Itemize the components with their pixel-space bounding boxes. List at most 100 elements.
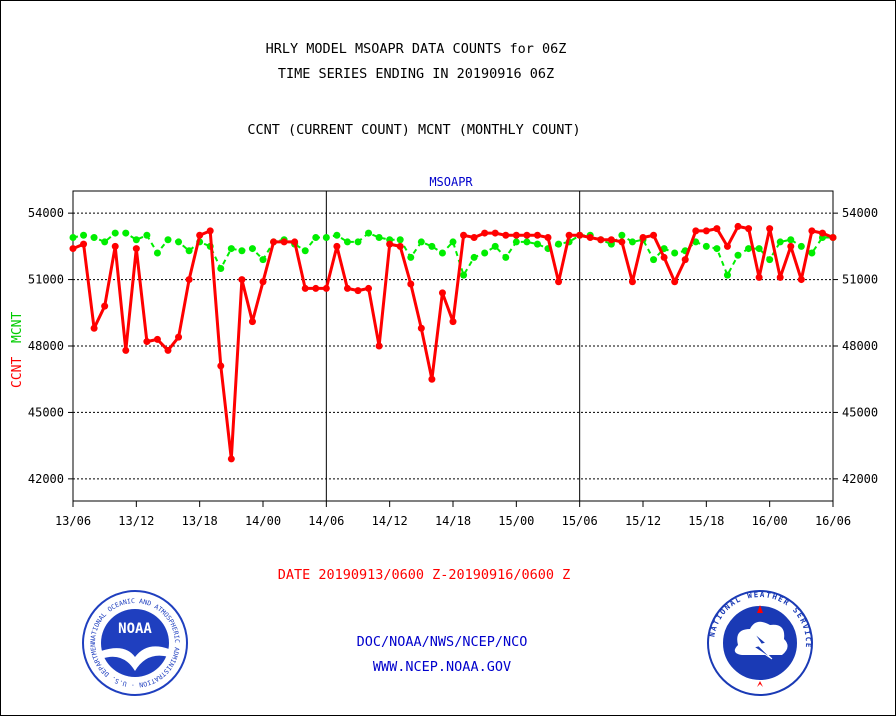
point-mcnt <box>555 240 563 248</box>
point-mcnt <box>301 247 309 255</box>
point-ccnt <box>470 234 478 241</box>
point-mcnt <box>449 238 457 246</box>
point-ccnt <box>586 234 594 241</box>
y-tick-label-left: 42000 <box>28 472 64 486</box>
point-mcnt <box>365 229 373 237</box>
point-ccnt <box>227 455 235 463</box>
point-mcnt <box>69 234 77 241</box>
point-ccnt <box>681 256 689 264</box>
point-mcnt <box>101 238 109 246</box>
point-mcnt <box>776 238 784 246</box>
point-ccnt <box>745 225 753 233</box>
point-ccnt <box>407 280 415 288</box>
point-ccnt <box>544 234 552 241</box>
point-ccnt <box>723 242 731 250</box>
x-tick-label: 16/06 <box>815 514 851 528</box>
point-ccnt <box>766 225 774 233</box>
y-tick-label-right: 45000 <box>842 405 878 419</box>
point-mcnt <box>618 231 626 239</box>
point-ccnt <box>639 234 647 241</box>
point-mcnt <box>502 253 510 261</box>
y-tick-label-left: 45000 <box>28 405 64 419</box>
point-mcnt <box>671 249 679 257</box>
point-ccnt <box>164 346 172 354</box>
point-ccnt <box>576 231 584 239</box>
url-link[interactable]: WWW.NCEP.NOAA.GOV <box>373 659 511 675</box>
x-tick-label: 15/00 <box>498 514 534 528</box>
point-mcnt <box>322 234 330 241</box>
point-mcnt <box>227 245 235 253</box>
y-tick-label-left: 54000 <box>28 206 64 220</box>
point-mcnt <box>438 249 446 257</box>
point-mcnt <box>723 271 731 279</box>
point-ccnt <box>533 231 541 239</box>
x-tick-label: 14/06 <box>308 514 344 528</box>
point-ccnt <box>396 242 404 250</box>
point-mcnt <box>343 238 351 246</box>
point-ccnt <box>438 289 446 297</box>
point-ccnt <box>143 338 151 346</box>
point-ccnt <box>491 229 499 237</box>
point-mcnt <box>808 249 816 257</box>
point-ccnt <box>428 375 436 383</box>
point-mcnt <box>164 236 172 244</box>
y-tick-label-left: 51000 <box>28 273 64 287</box>
point-mcnt <box>185 247 193 255</box>
point-ccnt <box>597 236 605 244</box>
noaa-logo[interactable]: NOAA NATIONAL OCEANIC AND ATMOSPHERIC AD… <box>82 590 188 696</box>
y-tick-label-right: 48000 <box>842 339 878 353</box>
y-axis-label-mcnt: MCNT <box>10 312 25 343</box>
point-mcnt <box>460 271 468 279</box>
point-ccnt <box>90 324 98 332</box>
point-mcnt <box>787 236 795 244</box>
x-tick-label: 14/00 <box>245 514 281 528</box>
point-ccnt <box>196 231 204 239</box>
point-ccnt <box>354 287 362 295</box>
chart-subtitle: CCNT (CURRENT COUNT) MCNT (MONTHLY COUNT… <box>247 122 580 138</box>
nws-logo[interactable]: NATIONAL WEATHER SERVICE <box>707 590 813 696</box>
point-ccnt <box>343 284 351 292</box>
point-ccnt <box>755 273 763 281</box>
point-ccnt <box>734 222 742 230</box>
point-ccnt <box>481 229 489 237</box>
point-ccnt <box>111 242 119 250</box>
point-ccnt <box>692 227 700 235</box>
x-tick-label: 15/18 <box>688 514 724 528</box>
y-tick-label-right: 51000 <box>842 273 878 287</box>
point-mcnt <box>238 247 246 255</box>
point-ccnt <box>512 231 520 239</box>
point-ccnt <box>80 240 88 248</box>
point-ccnt <box>776 273 784 281</box>
x-tick-label: 15/06 <box>562 514 598 528</box>
x-tick-label: 13/12 <box>118 514 154 528</box>
point-ccnt <box>628 278 636 286</box>
point-mcnt <box>375 234 383 241</box>
point-ccnt <box>322 284 330 292</box>
point-ccnt <box>797 276 805 284</box>
point-mcnt <box>713 245 721 253</box>
point-ccnt <box>153 335 161 343</box>
point-ccnt <box>650 231 658 239</box>
noaa-wordmark: NOAA <box>118 621 152 637</box>
point-ccnt <box>101 302 109 310</box>
point-ccnt <box>248 318 256 326</box>
point-ccnt <box>375 342 383 350</box>
point-mcnt <box>628 238 636 246</box>
point-mcnt <box>80 231 88 239</box>
date-range: DATE 20190913/0600 Z-20190916/0600 Z <box>278 567 571 583</box>
org-link[interactable]: DOC/NOAA/NWS/NCEP/NCO <box>357 634 528 650</box>
point-ccnt <box>702 227 710 235</box>
point-mcnt <box>153 249 161 257</box>
point-mcnt <box>512 238 520 246</box>
point-mcnt <box>407 253 415 261</box>
x-tick-label: 15/12 <box>625 514 661 528</box>
point-ccnt <box>132 245 140 253</box>
point-mcnt <box>650 256 658 264</box>
point-ccnt <box>660 253 668 261</box>
point-mcnt <box>143 231 151 239</box>
x-tick-label: 14/18 <box>435 514 471 528</box>
chart-title: MSOAPR <box>429 175 473 189</box>
point-ccnt <box>671 278 679 286</box>
